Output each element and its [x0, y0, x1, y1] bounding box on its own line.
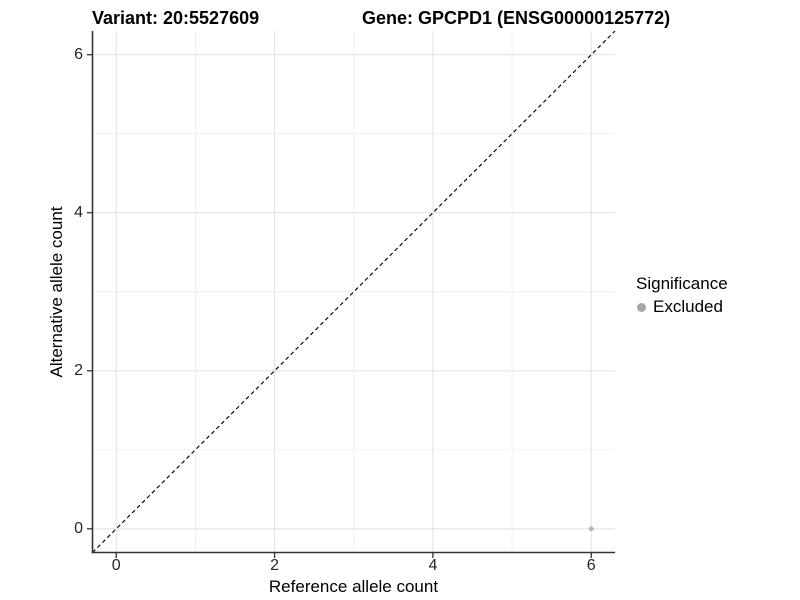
x-tick-label: 2	[270, 557, 280, 574]
y-tick-label: 4	[74, 203, 83, 221]
y-axis-title: Alternative allele count	[47, 206, 66, 378]
y-tick-label: 0	[74, 519, 83, 537]
x-tick-label: 6	[586, 557, 596, 574]
legend: Significance Excluded	[636, 274, 728, 317]
x-tick-label: 0	[111, 557, 121, 574]
legend-item-excluded: Excluded	[636, 297, 728, 317]
plot-title-variant: Variant: 20:5527609	[92, 8, 260, 28]
plot-title-gene: Gene: GPCPD1 (ENSG00000125772)	[362, 8, 671, 28]
legend-item-label: Excluded	[653, 297, 723, 316]
data-point-excluded	[588, 526, 594, 532]
y-tick-label: 2	[74, 361, 83, 379]
excluded-point-icon	[637, 302, 646, 312]
y-tick-label: 6	[74, 45, 83, 63]
x-axis-title: Reference allele count	[268, 577, 439, 596]
legend-title: Significance	[636, 274, 728, 293]
x-tick-label: 4	[428, 557, 438, 574]
